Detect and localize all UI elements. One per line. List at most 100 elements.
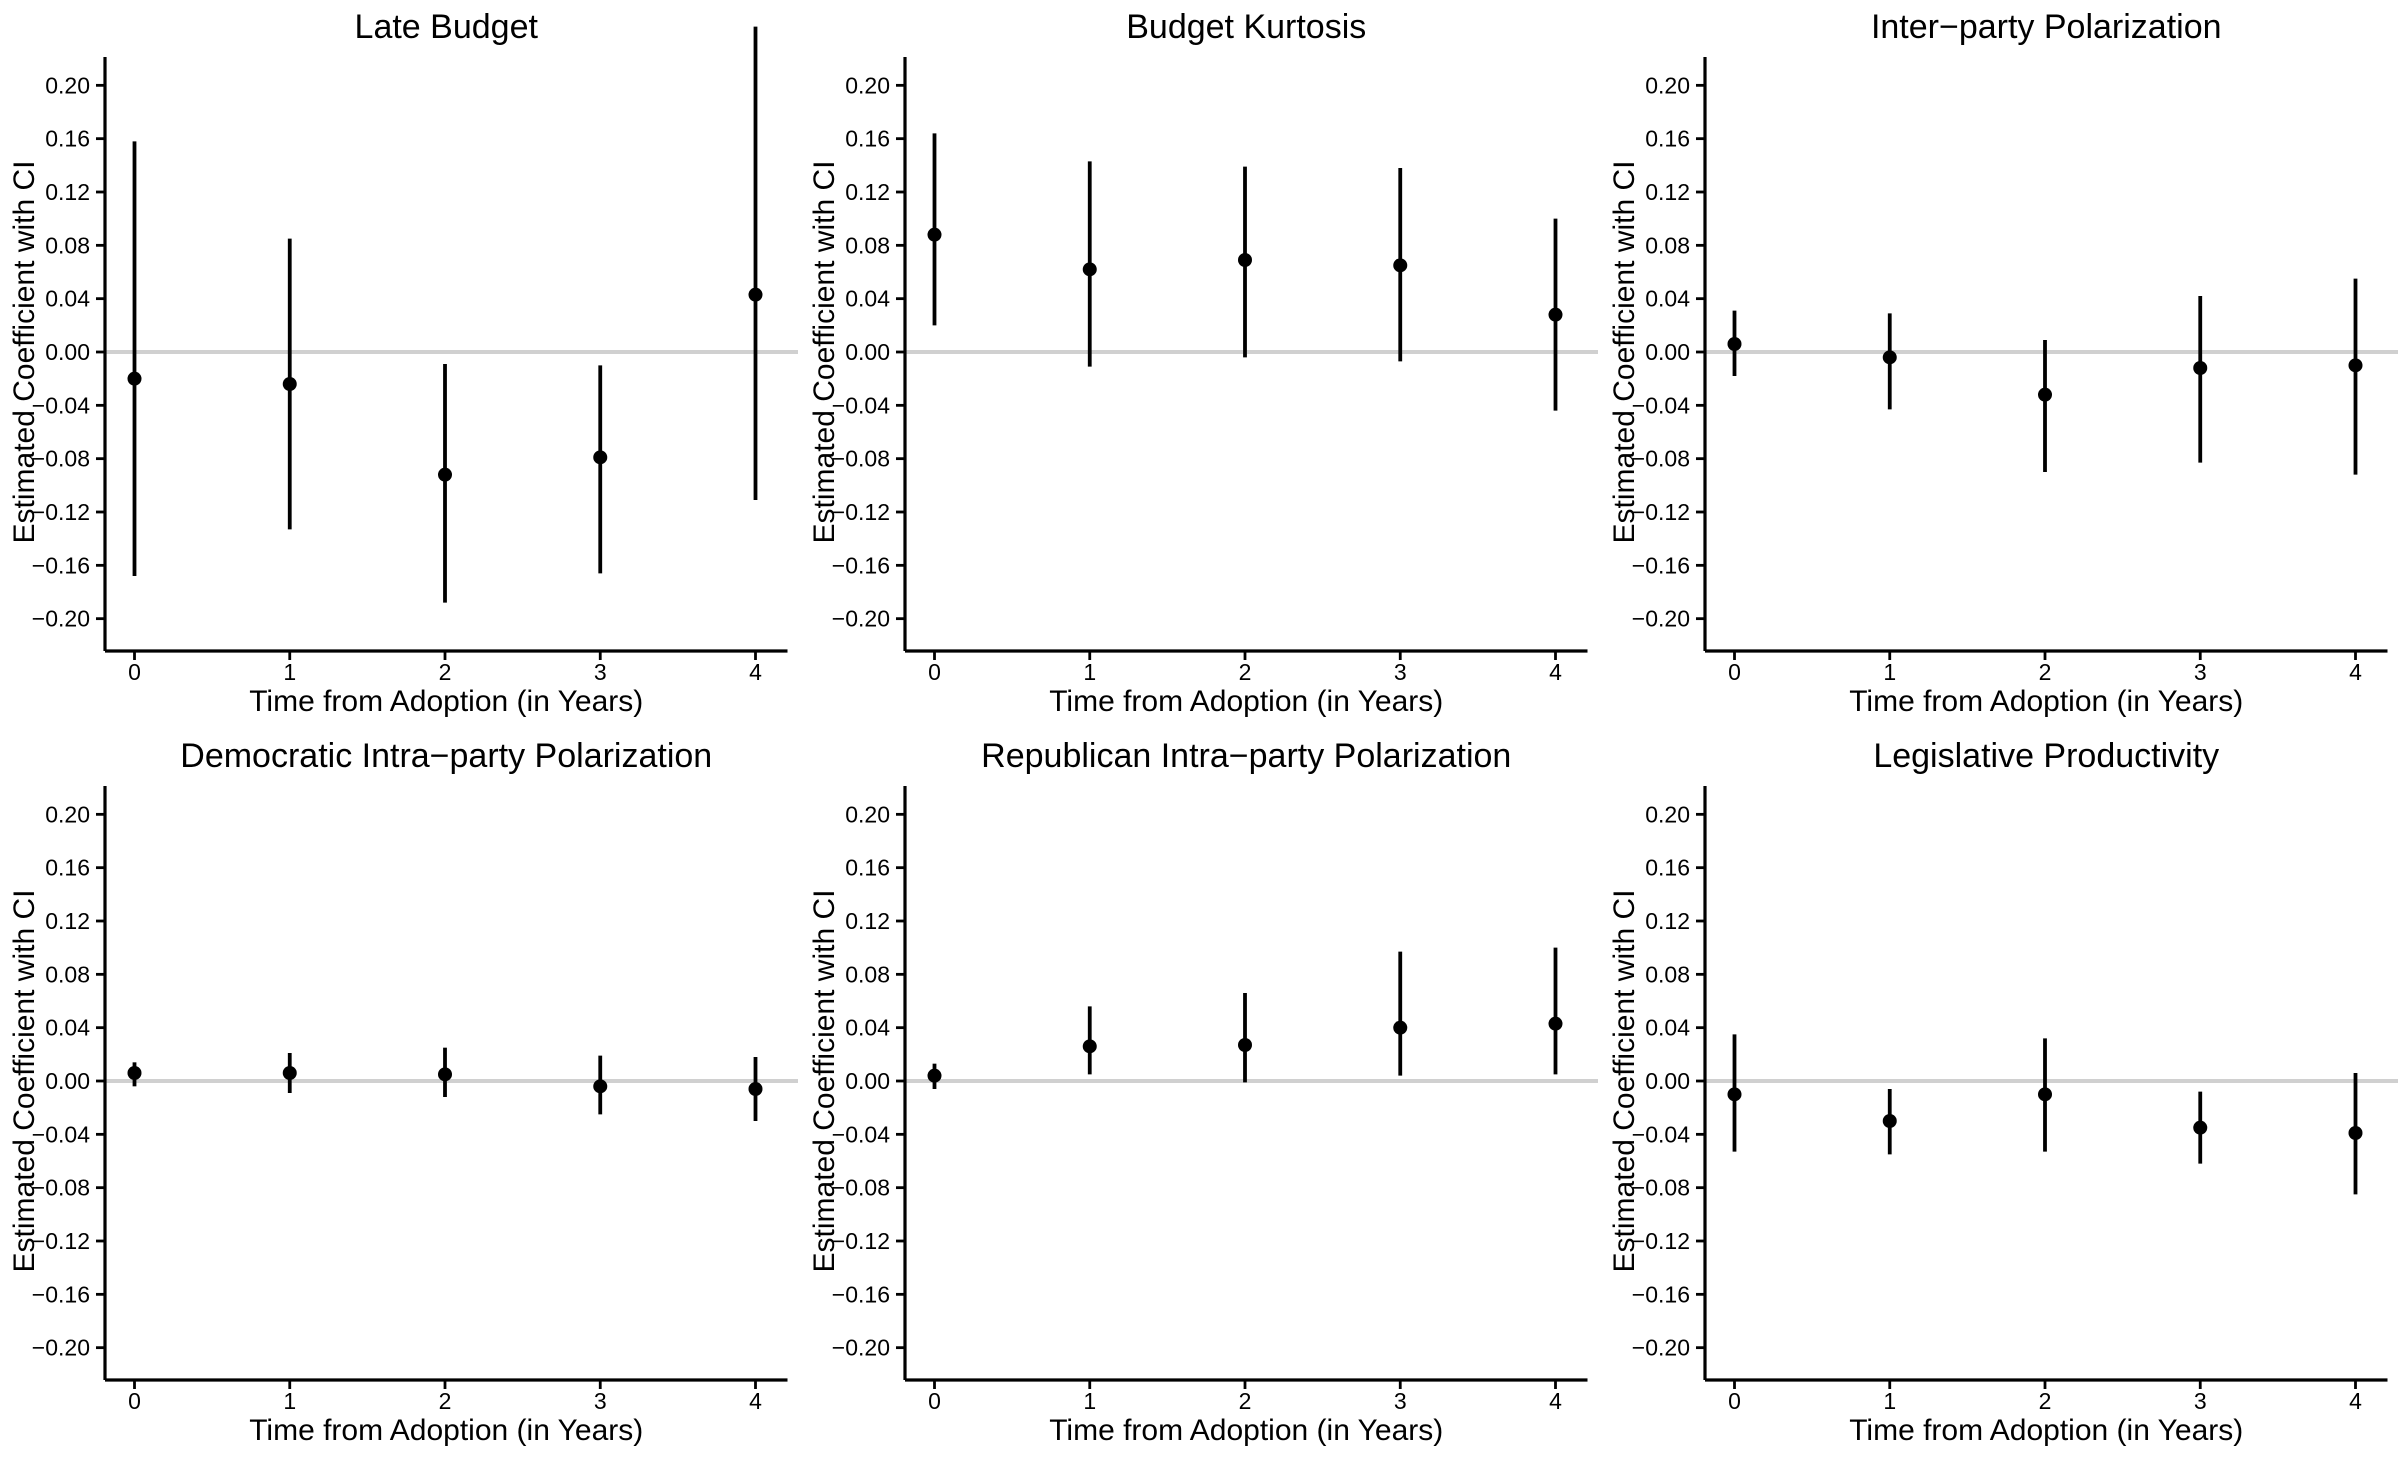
y-tick-label: −0.04 [32, 392, 90, 418]
estimate-point [1238, 253, 1252, 268]
x-tick-label: 3 [2194, 659, 2207, 685]
estimate-point [2193, 360, 2208, 375]
x-axis-title: Time from Adoption (in Years) [1049, 685, 1443, 718]
y-tick-label: −0.16 [32, 552, 90, 578]
y-tick-label: −0.12 [1632, 499, 1690, 525]
y-tick-label: 0.16 [845, 855, 890, 881]
estimate-point [438, 1067, 452, 1082]
y-tick-label: −0.12 [832, 1228, 890, 1254]
estimate-point [1882, 350, 1897, 365]
y-tick-label: 0.12 [45, 908, 90, 934]
y-tick-label: 0.08 [845, 961, 890, 987]
estimate-point [1548, 307, 1563, 322]
y-tick-label: 0.20 [45, 801, 90, 827]
x-tick-label: 1 [283, 1388, 296, 1414]
x-tick-label: 3 [1394, 659, 1407, 685]
estimate-point [2348, 358, 2363, 373]
estimate-point [1393, 258, 1408, 273]
y-tick-label: 0.00 [45, 339, 90, 365]
panel-title: Inter−party Polarization [1871, 8, 2222, 46]
x-tick-label: 1 [1083, 659, 1096, 685]
x-tick-label: 1 [1883, 1388, 1896, 1414]
y-tick-label: −0.20 [832, 1335, 890, 1361]
y-tick-label: −0.08 [32, 1175, 90, 1201]
x-tick-label: 0 [128, 659, 141, 685]
y-tick-label: −0.08 [832, 446, 890, 472]
x-tick-label: 4 [1549, 1388, 1562, 1414]
estimate-point [748, 1082, 763, 1096]
x-tick-label: 2 [439, 659, 452, 685]
estimate-point [1882, 1113, 1897, 1128]
y-tick-label: −0.12 [32, 1228, 90, 1254]
y-axis-title: Estimated Coefficient with CI [1608, 161, 1641, 544]
x-axis-title: Time from Adoption (in Years) [1849, 685, 2243, 718]
y-tick-label: 0.20 [845, 801, 890, 827]
y-tick-label: −0.12 [32, 499, 90, 525]
x-tick-label: 3 [1394, 1388, 1407, 1414]
y-tick-label: 0.20 [1645, 801, 1690, 827]
estimate-point [2193, 1120, 2208, 1135]
panel-late-budget: 0.20 0.16 0.12 0.08 0.04 0.00 −0.04 −0.08 −0.12 −… [0, 0, 800, 729]
y-tick-label: −0.20 [1632, 606, 1690, 632]
x-tick-label: 2 [439, 1388, 452, 1414]
x-tick-label: 2 [2039, 659, 2052, 685]
y-tick-label: 0.16 [1645, 126, 1690, 152]
y-tick-label: −0.20 [1632, 1335, 1690, 1361]
x-axis-title: Time from Adoption (in Years) [1049, 1414, 1443, 1447]
estimate-point [438, 467, 452, 482]
estimate-point [1082, 1039, 1097, 1054]
y-tick-label: 0.12 [845, 179, 890, 205]
y-tick-label: 0.04 [45, 286, 90, 312]
y-tick-label: −0.08 [1632, 446, 1690, 472]
y-tick-label: 0.04 [845, 286, 890, 312]
x-axis-title: Time from Adoption (in Years) [249, 685, 643, 718]
panel-svg-democratic-intra-party-polarization: 0.20 0.16 0.12 0.08 0.04 0.00 −0.04 −0.08 −0.12 −… [8, 737, 798, 1447]
estimate-point [127, 371, 142, 386]
y-axis-title: Estimated Coefficient with CI [808, 890, 841, 1273]
y-tick-label: −0.04 [1632, 392, 1690, 418]
y-axis-title: Estimated Coefficient with CI [1608, 890, 1641, 1273]
x-tick-label: 3 [2194, 1388, 2207, 1414]
estimate-point [2348, 1125, 2363, 1140]
panel-svg-republican-intra-party-polarization: 0.20 0.16 0.12 0.08 0.04 0.00 −0.04 −0.08 −0.12 −… [808, 737, 1598, 1447]
panel-svg-budget-kurtosis: 0.20 0.16 0.12 0.08 0.04 0.00 −0.04 −0.08 −0.12 −… [808, 8, 1598, 718]
x-tick-label: 2 [1239, 659, 1252, 685]
y-tick-label: 0.04 [1645, 1015, 1690, 1041]
x-tick-label: 0 [128, 1388, 141, 1414]
y-tick-label: 0.08 [845, 232, 890, 258]
x-axis-title: Time from Adoption (in Years) [1849, 1414, 2243, 1447]
estimate-point [593, 450, 608, 465]
estimate-point [282, 376, 297, 391]
panel-svg-late-budget: 0.20 0.16 0.12 0.08 0.04 0.00 −0.04 −0.08 −0.12 −… [8, 8, 798, 718]
y-tick-label: 0.12 [45, 179, 90, 205]
x-tick-label: 1 [283, 659, 296, 685]
y-tick-label: −0.08 [1632, 1175, 1690, 1201]
estimate-point [2038, 387, 2052, 402]
estimate-point [2038, 1087, 2052, 1102]
y-tick-label: −0.20 [32, 606, 90, 632]
y-tick-label: 0.04 [1645, 286, 1690, 312]
x-axis-title: Time from Adoption (in Years) [249, 1414, 643, 1447]
y-tick-label: 0.08 [45, 232, 90, 258]
y-tick-label: 0.00 [45, 1068, 90, 1094]
y-tick-label: 0.00 [1645, 1068, 1690, 1094]
y-tick-label: 0.12 [1645, 179, 1690, 205]
x-tick-label: 2 [2039, 1388, 2052, 1414]
estimate-point [1727, 337, 1742, 352]
y-tick-label: 0.16 [45, 855, 90, 881]
panel-republican-intra-party-polarization: 0.20 0.16 0.12 0.08 0.04 0.00 −0.04 −0.08 −0.12 −… [800, 729, 1600, 1458]
y-tick-label: 0.04 [45, 1015, 90, 1041]
x-tick-label: 4 [2349, 659, 2362, 685]
y-tick-label: −0.20 [32, 1335, 90, 1361]
y-tick-label: 0.20 [845, 72, 890, 98]
y-axis-title: Estimated Coefficient with CI [8, 161, 41, 544]
y-tick-label: −0.04 [832, 392, 890, 418]
x-tick-label: 0 [928, 659, 941, 685]
x-tick-label: 4 [1549, 659, 1562, 685]
estimate-point [927, 227, 942, 242]
y-tick-label: 0.16 [45, 126, 90, 152]
y-tick-label: −0.08 [832, 1175, 890, 1201]
estimate-point [593, 1079, 608, 1094]
x-tick-label: 0 [1728, 1388, 1741, 1414]
